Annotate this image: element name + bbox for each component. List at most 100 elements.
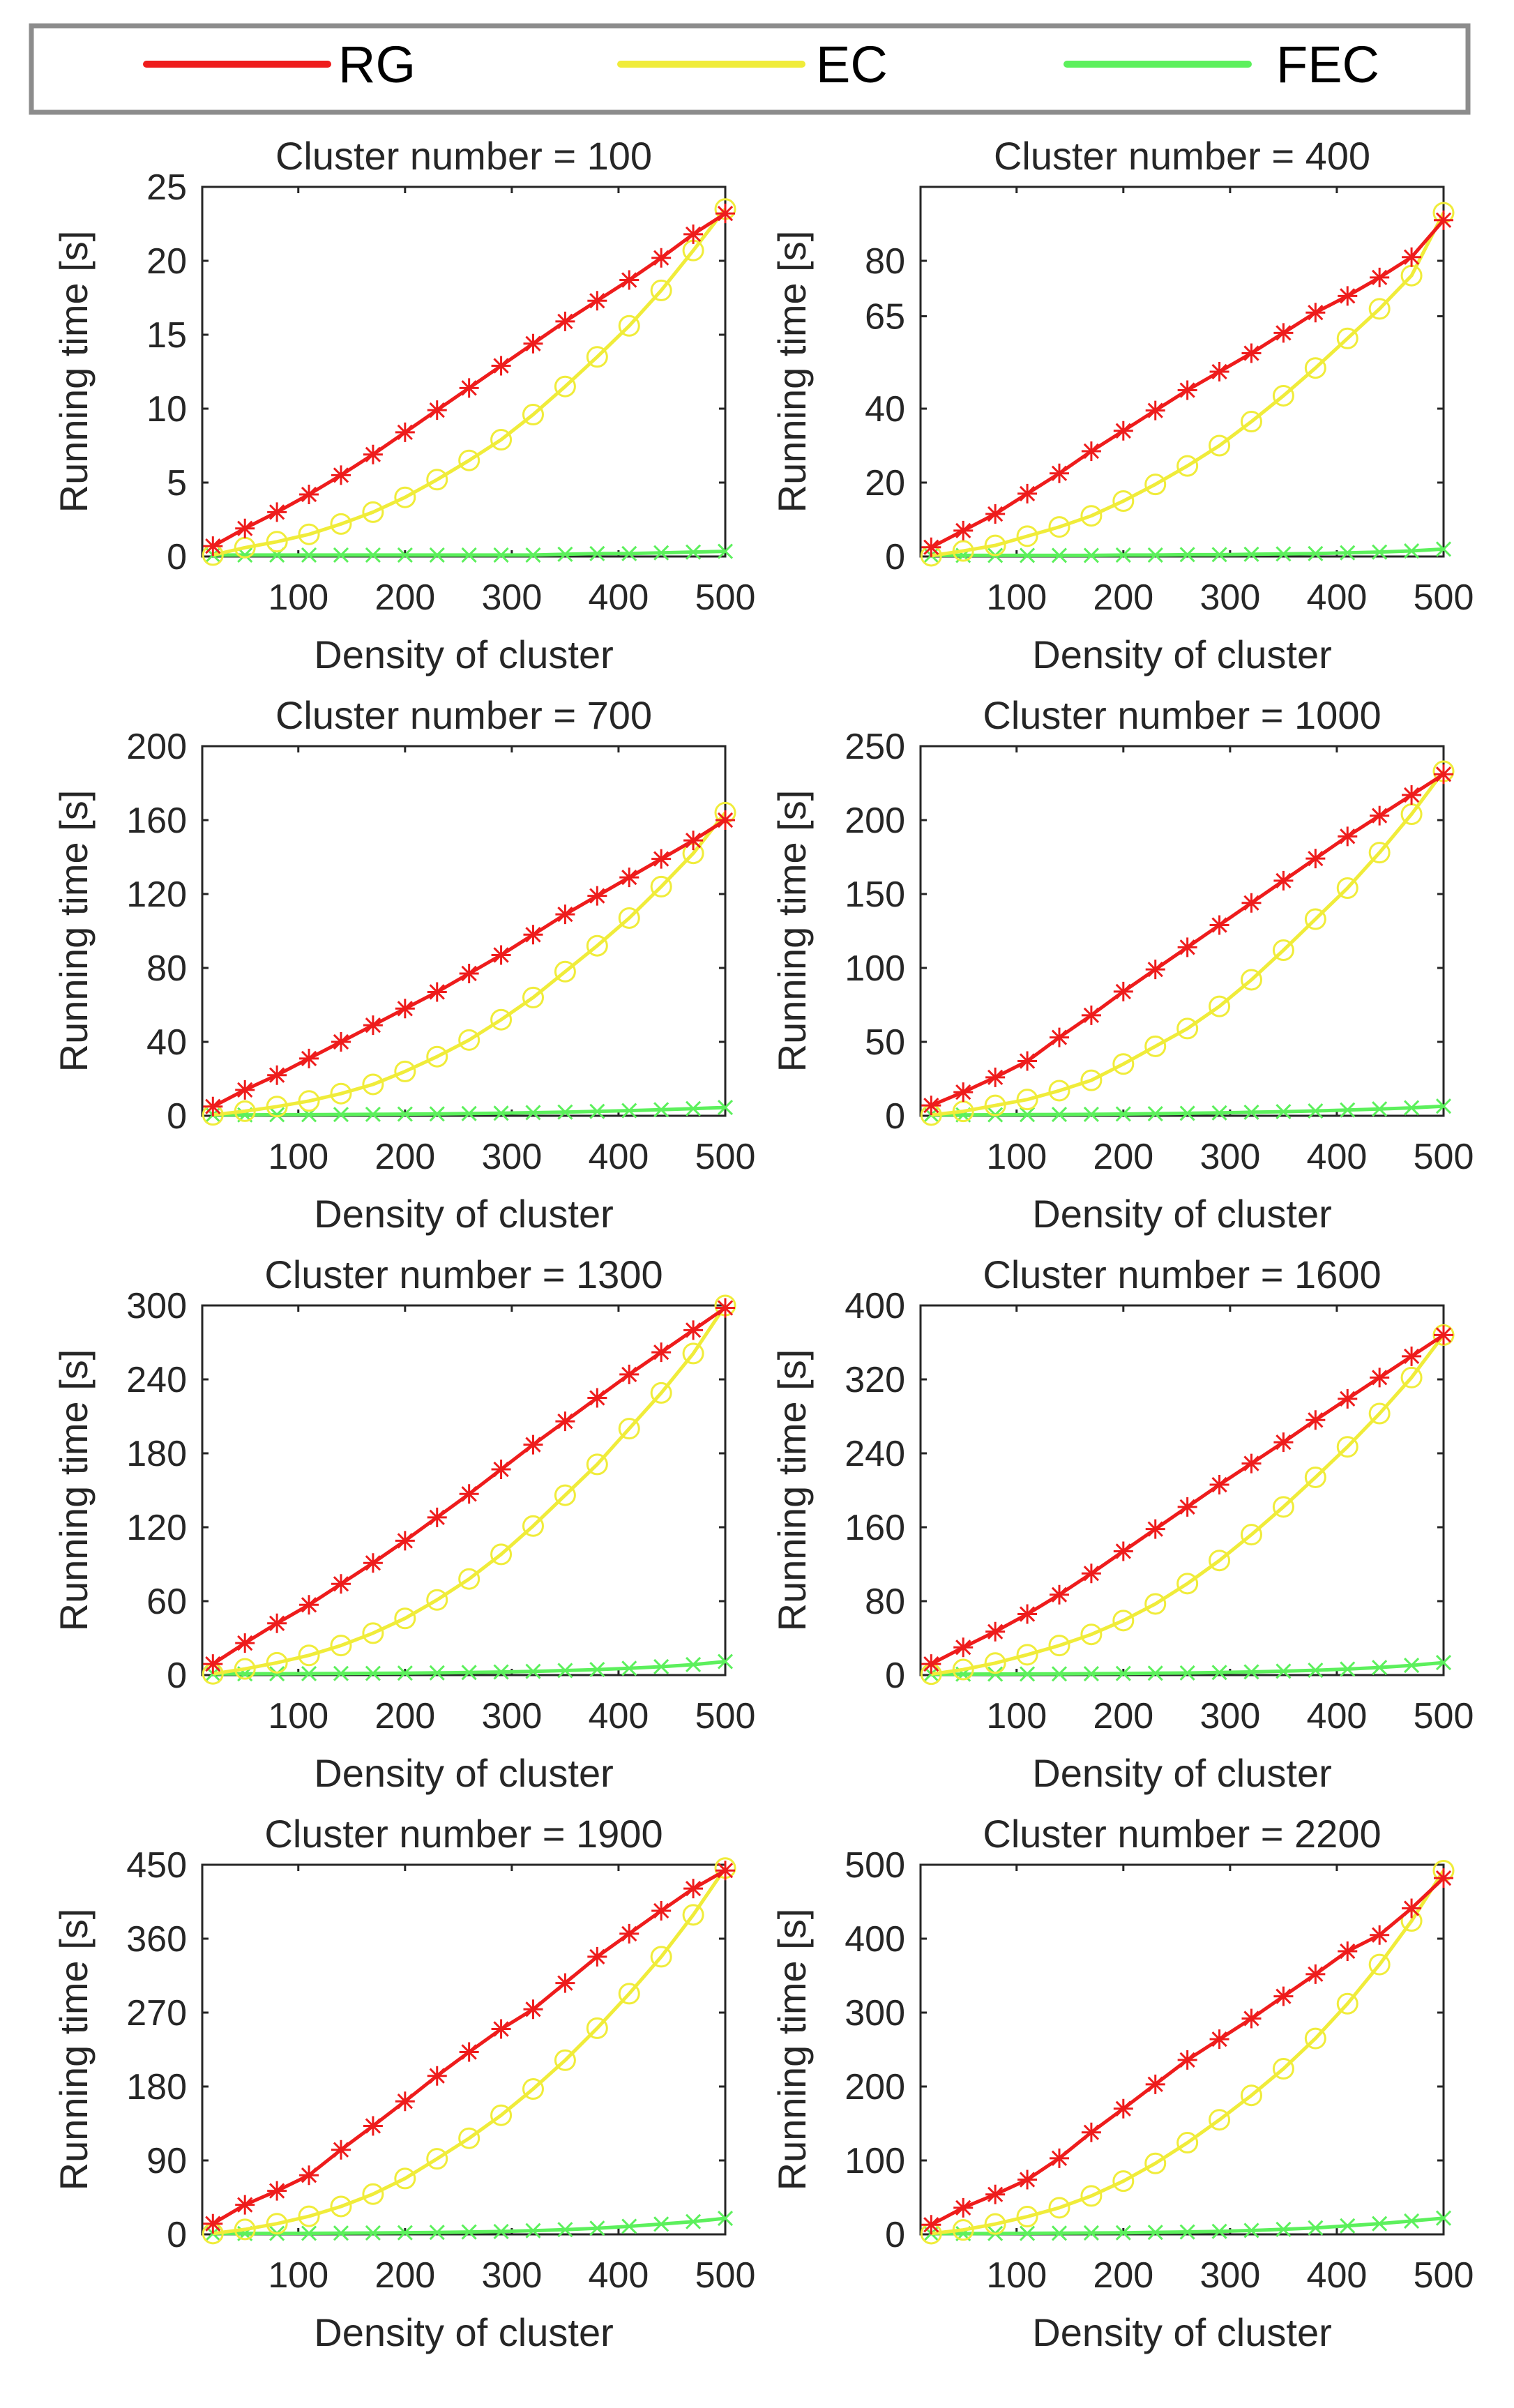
data-point-fec	[1308, 545, 1324, 561]
x-tick-label: 200	[374, 2255, 435, 2296]
x-tick-label: 200	[1093, 577, 1153, 618]
data-point-rg	[267, 2181, 287, 2201]
y-tick-label: 80	[865, 241, 905, 282]
data-point-fec	[269, 1665, 285, 1682]
data-point-ec	[1304, 2027, 1326, 2050]
y-tick-label: 0	[167, 1656, 187, 1696]
data-point-rg	[1113, 1541, 1133, 1561]
data-point-rg	[1081, 1563, 1101, 1584]
data-point-ec	[952, 1658, 974, 1681]
y-tick-label: 500	[845, 1845, 905, 1886]
data-point-ec	[234, 1658, 256, 1680]
data-point-rg	[267, 1613, 287, 1633]
plot-area	[919, 185, 1445, 558]
data-point-ec	[1080, 1069, 1103, 1091]
data-point-rg	[203, 2213, 223, 2234]
data-point-rg	[953, 2197, 974, 2218]
y-tick-label: 40	[865, 389, 905, 430]
x-tick-label: 300	[1199, 1137, 1260, 1177]
chart-title: Cluster number = 1000	[983, 693, 1381, 737]
x-tick-label: 100	[986, 577, 1047, 618]
data-point-ec	[682, 1342, 704, 1365]
x-tick-label: 400	[589, 2255, 649, 2296]
data-point-ec	[952, 2219, 974, 2241]
data-point-ec	[490, 2104, 513, 2126]
chart-title: Cluster number = 1300	[264, 1252, 663, 1296]
chart-panel: 100 200 300 400 500 0 5 10 15 20 25 Cluster number …	[52, 134, 755, 676]
data-point-ec	[1272, 1496, 1294, 1518]
data-point-fec	[589, 1103, 605, 1119]
data-point-fec	[1275, 546, 1292, 562]
data-point-rg	[523, 1999, 543, 2020]
y-axis-label: Running time [s]	[52, 231, 96, 513]
y-tick-label: 5	[167, 463, 187, 503]
data-point-rg	[1177, 937, 1197, 957]
data-point-ec	[1209, 1550, 1231, 1572]
data-point-fec	[1115, 2225, 1131, 2241]
y-tick-label: 250	[845, 727, 905, 767]
x-tick-label: 400	[589, 577, 649, 618]
data-point-ec	[650, 1946, 672, 1968]
data-point-rg	[1113, 2098, 1133, 2119]
x-tick-label: 400	[1307, 577, 1368, 618]
data-point-ec	[330, 1082, 352, 1105]
data-point-rg	[1402, 785, 1422, 805]
x-axis-label: Density of cluster	[314, 1192, 614, 1236]
data-point-rg	[587, 1388, 607, 1408]
data-point-rg	[953, 520, 974, 540]
data-point-ec	[330, 513, 352, 535]
data-point-ec	[490, 1008, 513, 1031]
data-point-ec	[298, 1644, 320, 1667]
data-point-ec	[984, 2213, 1006, 2235]
data-point-fec	[525, 2223, 541, 2239]
data-point-rg	[716, 204, 735, 224]
data-point-rg	[1273, 1432, 1294, 1453]
x-tick-label: 300	[1199, 1696, 1260, 1736]
data-point-ec	[394, 486, 416, 508]
data-point-fec	[1019, 547, 1036, 563]
data-point-fec	[1179, 1665, 1195, 1681]
x-tick-label: 100	[268, 577, 328, 618]
x-tick-label: 100	[268, 2255, 328, 2296]
data-point-rg	[1049, 2148, 1069, 2168]
data-point-ec	[984, 534, 1006, 556]
data-point-rg	[235, 518, 255, 538]
data-point-ec	[426, 1589, 448, 1611]
data-point-ec	[1209, 995, 1231, 1017]
data-point-fec	[589, 545, 605, 561]
y-axis-label: Running time [s]	[770, 231, 814, 513]
x-tick-label: 400	[1307, 1137, 1368, 1177]
y-axis-label: Running time [s]	[770, 1909, 814, 2191]
data-point-ec	[1336, 327, 1358, 349]
data-point-ec	[1304, 1466, 1326, 1488]
x-tick-label: 300	[1199, 577, 1260, 618]
data-point-rg	[587, 886, 607, 906]
data-point-fec	[1019, 2225, 1036, 2241]
data-point-rg	[651, 849, 672, 869]
x-tick-label: 100	[986, 1696, 1047, 1736]
data-point-ec	[1209, 434, 1231, 457]
data-point-rg	[1338, 1388, 1358, 1409]
y-tick-label: 200	[126, 727, 187, 767]
data-point-ec	[490, 1543, 513, 1566]
data-point-rg	[1177, 2050, 1197, 2070]
series-line-ec	[931, 770, 1446, 1117]
data-point-ec	[362, 2183, 384, 2205]
data-point-ec	[362, 1073, 384, 1096]
data-point-rg	[427, 982, 447, 1002]
data-point-fec	[525, 1663, 541, 1679]
data-point-rg	[331, 2140, 351, 2160]
x-tick-label: 200	[374, 1696, 435, 1736]
data-point-fec	[1211, 547, 1227, 563]
data-point-rg	[985, 504, 1006, 524]
y-tick-label: 320	[845, 1360, 905, 1400]
data-point-rg	[1434, 764, 1453, 785]
chart-title: Cluster number = 1900	[264, 1812, 663, 1856]
data-point-fec	[1404, 1658, 1420, 1674]
data-point-fec	[653, 1102, 669, 1118]
data-point-fec	[1179, 547, 1195, 563]
data-point-rg	[1049, 463, 1069, 483]
legend-label-fec: FEC	[1276, 36, 1379, 93]
data-point-ec	[984, 1652, 1006, 1674]
